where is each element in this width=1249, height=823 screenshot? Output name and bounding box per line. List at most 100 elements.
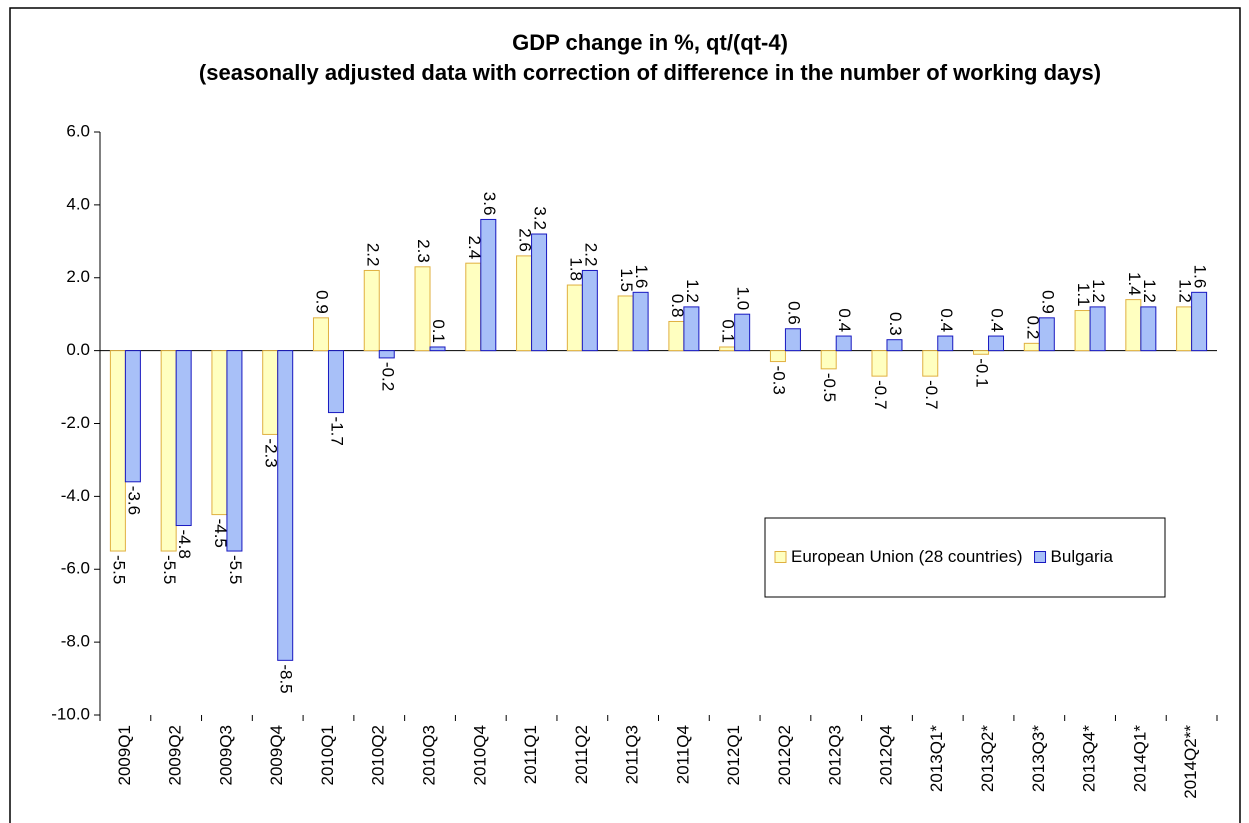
bar	[632, 291, 649, 352]
data-label: 2.2	[581, 243, 600, 267]
bar	[937, 335, 954, 352]
bar	[835, 335, 852, 352]
x-tick-label: 2011Q3	[623, 725, 642, 784]
y-tick-label: 6.0	[66, 121, 90, 140]
bar	[668, 320, 685, 352]
bar	[414, 266, 431, 352]
data-label: 1.0	[734, 287, 753, 311]
y-tick-label: 4.0	[66, 194, 90, 213]
chart-subtitle: (seasonally adjusted data with correctio…	[198, 60, 1102, 85]
data-label: -0.1	[973, 358, 992, 387]
x-tick-label: 2009Q3	[216, 725, 235, 786]
x-tick-label: 2009Q4	[267, 725, 286, 786]
data-label: 1.2	[1140, 279, 1159, 303]
bar	[531, 233, 548, 352]
data-label: 2.3	[414, 239, 433, 263]
bar	[973, 350, 990, 355]
y-tick-label: 2.0	[66, 267, 90, 286]
bar	[1140, 306, 1157, 352]
bar	[378, 350, 395, 359]
bar	[683, 306, 700, 352]
chart-border	[9, 7, 1241, 823]
bar	[480, 218, 497, 352]
title-block: GDP change in %, qt/(qt-4) (seasonally a…	[140, 28, 1160, 88]
data-label: 1.1	[1074, 283, 1093, 307]
bar	[175, 350, 192, 527]
data-label: 0.6	[784, 301, 803, 325]
x-tick-label: 2010Q4	[470, 725, 489, 786]
data-label: -0.3	[769, 366, 788, 395]
data-label: -5.5	[109, 555, 128, 584]
data-label: 0.4	[988, 308, 1007, 332]
bar	[1191, 291, 1208, 352]
x-tick-label: 2012Q2	[775, 725, 794, 786]
data-label: 1.2	[683, 279, 702, 303]
legend-label: European Union (28 countries)	[791, 547, 1023, 566]
bar	[124, 350, 141, 483]
bar	[516, 255, 533, 352]
bar	[886, 339, 903, 352]
data-label: 0.1	[429, 319, 448, 343]
bar	[327, 350, 344, 414]
bar	[566, 284, 583, 352]
data-label: 1.8	[566, 257, 585, 281]
data-label: -8.5	[277, 664, 296, 693]
bar	[226, 350, 243, 552]
bar	[820, 350, 837, 370]
bar	[1089, 306, 1106, 352]
data-label: -3.6	[124, 486, 143, 515]
bar	[922, 350, 939, 377]
data-label: 0.1	[719, 319, 738, 343]
data-label: -4.5	[211, 519, 230, 548]
bar	[160, 350, 177, 552]
legend-box	[764, 517, 1166, 598]
x-tick-label: 2010Q2	[369, 725, 388, 786]
data-label: 0.8	[668, 294, 687, 318]
x-tick-label: 2009Q1	[115, 725, 134, 786]
bar	[1023, 342, 1040, 352]
legend-swatch	[1034, 551, 1047, 563]
chart-title: GDP change in %, qt/(qt-4)	[512, 30, 788, 55]
data-label: 1.6	[632, 265, 651, 289]
x-tick-label: 2011Q4	[673, 725, 692, 784]
bar	[734, 313, 751, 352]
data-label: -5.5	[160, 555, 179, 584]
data-label: 3.2	[531, 206, 550, 230]
data-label: 2.2	[363, 243, 382, 267]
data-label: -0.5	[820, 373, 839, 402]
bar	[769, 350, 786, 363]
data-label: 1.4	[1125, 272, 1144, 296]
x-tick-label: 2012Q4	[876, 725, 895, 786]
legend-label: Bulgaria	[1051, 547, 1114, 566]
x-tick-label: 2012Q1	[724, 725, 743, 786]
data-label: -0.7	[922, 380, 941, 409]
x-tick-label: 2013Q1*	[927, 725, 946, 792]
data-label: 0.3	[886, 312, 905, 336]
data-label: -0.2	[378, 362, 397, 391]
x-tick-label: 2014Q2**	[1181, 725, 1200, 799]
bar	[581, 269, 598, 352]
data-label: 2.4	[465, 236, 484, 260]
bar	[1125, 299, 1142, 352]
data-label: 0.4	[937, 308, 956, 332]
bar	[871, 350, 888, 377]
bar	[1074, 310, 1091, 352]
bar	[109, 350, 126, 552]
bar	[277, 350, 294, 661]
legend-swatch	[774, 551, 787, 563]
x-tick-label: 2012Q3	[826, 725, 845, 786]
bar	[312, 317, 329, 352]
y-tick-label: -6.0	[61, 559, 90, 578]
x-tick-label: 2013Q3*	[1029, 725, 1048, 792]
bar	[262, 350, 279, 435]
data-label: -5.5	[226, 555, 245, 584]
x-tick-label: 2013Q4*	[1080, 725, 1099, 792]
bar	[211, 350, 228, 516]
data-label: 1.2	[1176, 279, 1195, 303]
x-tick-label: 2014Q1*	[1130, 725, 1149, 792]
x-tick-label: 2011Q2	[572, 725, 591, 784]
y-tick-label: -4.0	[61, 486, 90, 505]
y-tick-label: 0.0	[66, 340, 90, 359]
